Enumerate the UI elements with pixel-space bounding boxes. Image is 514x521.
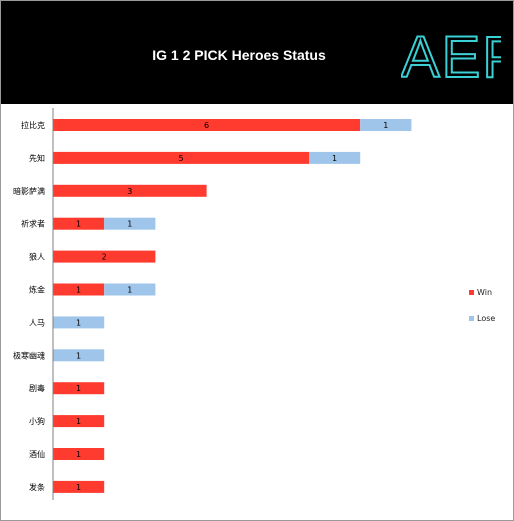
bar-win: [53, 415, 105, 428]
data-label-win: 1: [76, 450, 81, 459]
data-label-win: 5: [178, 154, 183, 163]
category-label: 祈求者: [21, 219, 45, 229]
bar-win: [53, 151, 309, 164]
category-label: 酒仙: [29, 449, 45, 459]
category-label: 人马: [29, 318, 45, 327]
legend-swatch-win: [469, 289, 474, 295]
legend: Win Lose: [469, 285, 495, 337]
bar-win: [53, 480, 105, 493]
data-label-win: 6: [204, 121, 209, 130]
category-label: 极寒幽魂: [13, 350, 45, 360]
bar-win: [53, 448, 105, 460]
legend-swatch-lose: [469, 315, 474, 321]
data-label-win: 1: [76, 483, 81, 492]
data-label-lose: 1: [76, 351, 81, 360]
data-label-win: 3: [127, 187, 132, 196]
bar-lose: [104, 217, 156, 230]
data-label-lose: 1: [383, 121, 388, 130]
bar-lose: [53, 349, 105, 362]
category-label: 先知: [29, 153, 45, 163]
chart-title: IG 1 2 PICK Heroes Status: [152, 47, 326, 63]
bar-win: [53, 382, 105, 395]
legend-item-lose: Lose: [469, 311, 495, 325]
legend-label-win: Win: [477, 287, 493, 297]
bar-lose: [360, 119, 412, 131]
category-label: 炼金: [29, 285, 45, 295]
data-label-win: 2: [102, 253, 107, 262]
data-label-lose: 1: [76, 318, 81, 327]
bar-win: [53, 217, 105, 230]
legend-item-win: Win: [469, 285, 495, 299]
category-label: 小狗: [29, 416, 45, 426]
legend-label-lose: Lose: [477, 313, 496, 323]
bar-lose: [53, 316, 105, 329]
bar-win: [53, 184, 207, 197]
category-label: 拉比克: [21, 120, 45, 130]
bar-chart: 拉比克 6 1 先知 5 1 暗影萨满 3 祈求者 1 1 狼人 2 炼金 1 1 人马 1 极寒幽魂 1 剧毒 1 小狗 1…: [13, 108, 412, 500]
logo-text: AEP: [401, 27, 501, 83]
bar-win: [53, 283, 105, 296]
data-label-win: 1: [76, 417, 81, 426]
bar-lose: [104, 283, 156, 296]
data-label-win: 1: [76, 286, 81, 295]
bar-win: [53, 250, 156, 263]
data-label-lose: 1: [332, 154, 337, 163]
data-label-lose: 1: [127, 220, 132, 229]
chart-header: IG 1 2 PICK Heroes Status AEP: [1, 1, 513, 104]
category-label: 狼人: [29, 252, 45, 262]
data-label-win: 1: [76, 384, 81, 393]
bar-lose: [309, 151, 361, 164]
data-label-win: 1: [76, 220, 81, 229]
bars-group: 拉比克 6 1 先知 5 1 暗影萨满 3 祈求者 1 1 狼人 2 炼金 1 1 人马 1 极寒幽魂 1 剧毒 1 小狗 1…: [13, 119, 412, 493]
category-label: 剧毒: [29, 383, 45, 393]
category-label: 暗影萨满: [13, 186, 45, 196]
category-label: 发条: [29, 482, 45, 492]
bar-win: [53, 119, 361, 131]
aep-logo: AEP: [401, 27, 501, 83]
data-label-lose: 1: [127, 286, 132, 295]
